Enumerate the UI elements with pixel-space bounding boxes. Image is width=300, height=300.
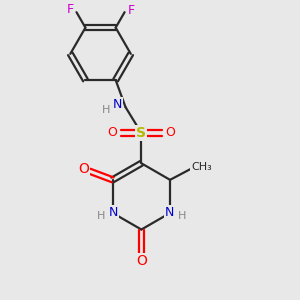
Text: N: N xyxy=(165,206,174,220)
Text: H: H xyxy=(96,212,105,221)
Text: H: H xyxy=(178,212,186,221)
Text: O: O xyxy=(108,126,118,139)
Text: N: N xyxy=(109,206,118,220)
Text: F: F xyxy=(128,4,134,17)
Text: O: O xyxy=(165,126,175,139)
Text: O: O xyxy=(78,162,89,176)
Text: H: H xyxy=(102,105,110,115)
Text: F: F xyxy=(67,3,74,16)
Text: O: O xyxy=(136,254,147,268)
Text: S: S xyxy=(136,126,146,140)
Text: CH₃: CH₃ xyxy=(191,163,212,172)
Text: N: N xyxy=(113,98,122,111)
